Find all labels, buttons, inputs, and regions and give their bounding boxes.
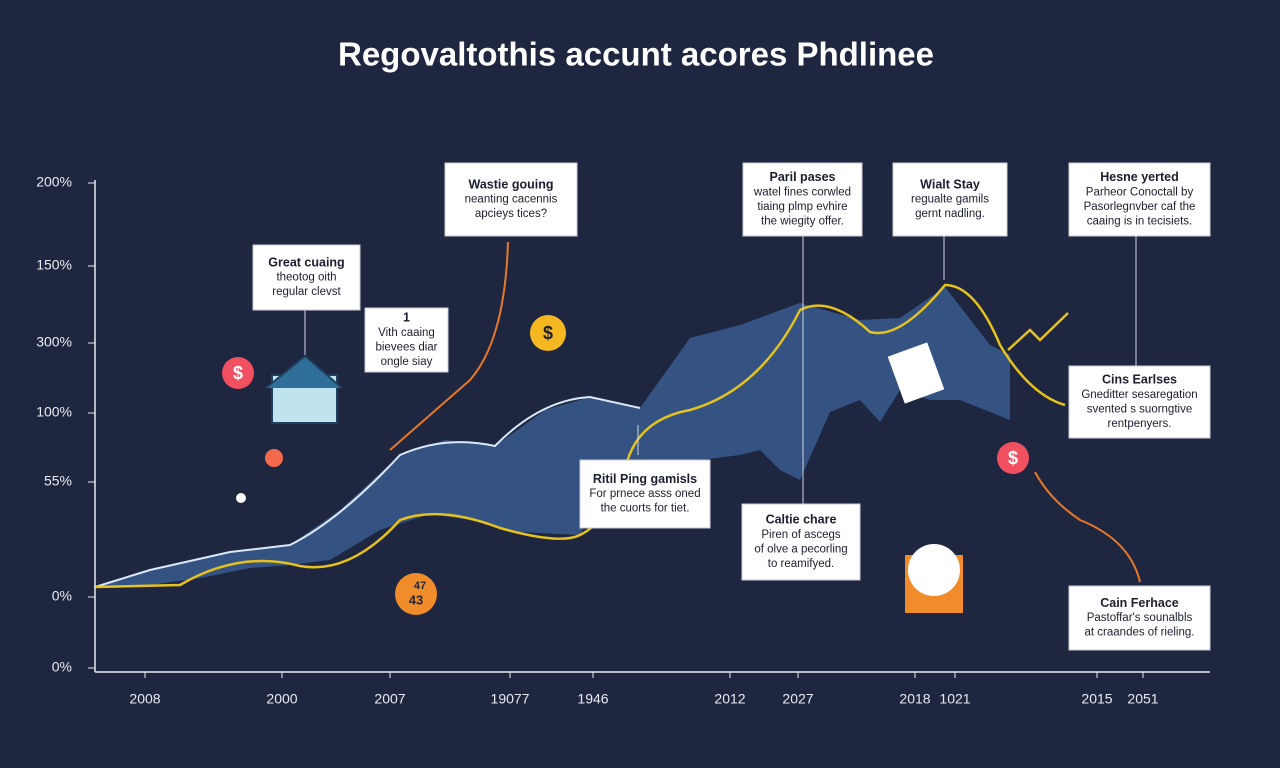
- callout-text: of olve a pecorling: [754, 543, 847, 555]
- callout-text: apcieys tices?: [475, 208, 547, 220]
- envelope-badge: [908, 544, 960, 596]
- x-label: 2008: [129, 691, 160, 707]
- callout-text: svented s suorngtive: [1087, 403, 1192, 415]
- callout-text: Pastoffar's sounalbls: [1087, 612, 1193, 624]
- callout-text: regualte gamils: [911, 194, 989, 206]
- callout-text: Wastie gouing: [469, 177, 554, 191]
- x-label: 2012: [714, 691, 745, 707]
- y-label: 150%: [36, 257, 72, 273]
- coin-symbol: $: [543, 323, 553, 343]
- callout-text: regular clevst: [272, 286, 341, 298]
- badge-text: 47: [414, 580, 426, 592]
- badge-icon: [395, 573, 437, 615]
- callout-text: tiaing plmp evhire: [757, 201, 847, 213]
- y-label: 100%: [36, 404, 72, 420]
- callout-box: [364, 307, 449, 373]
- x-label: 1946: [577, 691, 608, 707]
- callout-text: Caltie chare: [766, 513, 837, 527]
- callout-text: Parheor Conoctall by: [1086, 186, 1194, 198]
- y-label: 200%: [36, 174, 72, 190]
- card-icon: [887, 342, 945, 404]
- callout-text: rentpenyers.: [1108, 418, 1172, 430]
- coin-icon: [222, 357, 254, 389]
- callout-text: Gneditter sesaregation: [1081, 389, 1197, 401]
- callout-box: [444, 162, 578, 237]
- callout-text: Wialt Stay: [920, 177, 980, 191]
- callout-text: neanting cacennis: [465, 194, 558, 206]
- callout-text: For prnece asss oned: [589, 488, 700, 500]
- callout-text: Great cuaing: [268, 255, 344, 269]
- x-label: 1021: [939, 691, 970, 707]
- x-label: 2027: [782, 691, 813, 707]
- yellow-line: [94, 283, 1066, 589]
- coin-symbol: $: [1008, 448, 1018, 468]
- badge-text: 43: [409, 592, 423, 607]
- area-band: [95, 287, 1010, 587]
- callout-text: the wiegity offer.: [761, 215, 844, 227]
- callout-text: Vith caaing: [378, 327, 435, 339]
- coin-icon: [997, 442, 1029, 474]
- callout-text: the cuorts for tiet.: [601, 503, 690, 515]
- callout-text: Cins Earlses: [1102, 373, 1177, 387]
- y-label: 0%: [52, 588, 72, 604]
- x-label: 19077: [491, 691, 530, 707]
- callout-text: Hesne yerted: [1100, 170, 1179, 184]
- y-label: 300%: [36, 334, 72, 350]
- light-line: [94, 395, 641, 588]
- dot: [236, 493, 246, 503]
- callout-text: at craandes of rieling.: [1085, 627, 1195, 639]
- house-roof: [265, 354, 343, 389]
- callout-text: Paril pases: [769, 170, 835, 184]
- y-label: 55%: [44, 473, 72, 489]
- callout-box: [579, 459, 711, 529]
- title: Regovaltothis accunt acores Phdlinee: [338, 36, 934, 73]
- callout-text: Pasorlegnvber caf the: [1084, 201, 1196, 213]
- callout-box: [741, 503, 861, 581]
- orange-arrow: [1034, 471, 1141, 583]
- callout-text: caaing is in tecisiets.: [1087, 215, 1192, 227]
- callout-text: ongle siay: [381, 356, 433, 368]
- heart-icon: [265, 449, 283, 467]
- callout-text: to reamifyed.: [768, 558, 834, 570]
- callout-box: [892, 162, 1008, 237]
- callout-text: 1: [403, 311, 410, 325]
- callout-text: Piren of ascegs: [761, 529, 841, 541]
- coin-symbol: $: [233, 363, 243, 383]
- orange-arrow: [389, 241, 509, 451]
- callout-text: gernt nadling.: [915, 208, 985, 220]
- x-label: 2051: [1127, 691, 1158, 707]
- callout-box: [742, 162, 863, 237]
- callout-box: [1068, 365, 1211, 439]
- callout-text: Ritil Ping gamisls: [593, 472, 697, 486]
- callout-box: [1068, 162, 1211, 237]
- yellow-arrow: [1007, 312, 1069, 351]
- callout-box: [1068, 585, 1211, 651]
- callout-text: watel fines corwled: [753, 186, 851, 198]
- x-label: 2007: [374, 691, 405, 707]
- x-label: 2000: [266, 691, 297, 707]
- y-label: 0%: [52, 659, 72, 675]
- callout-box: [252, 244, 361, 311]
- x-label: 2018: [899, 691, 930, 707]
- x-label: 2015: [1081, 691, 1112, 707]
- callout-text: Cain Ferhace: [1100, 596, 1179, 610]
- callout-text: theotog oith: [276, 272, 336, 284]
- coin-icon: [530, 315, 566, 351]
- callout-text: bievees diar: [375, 341, 437, 353]
